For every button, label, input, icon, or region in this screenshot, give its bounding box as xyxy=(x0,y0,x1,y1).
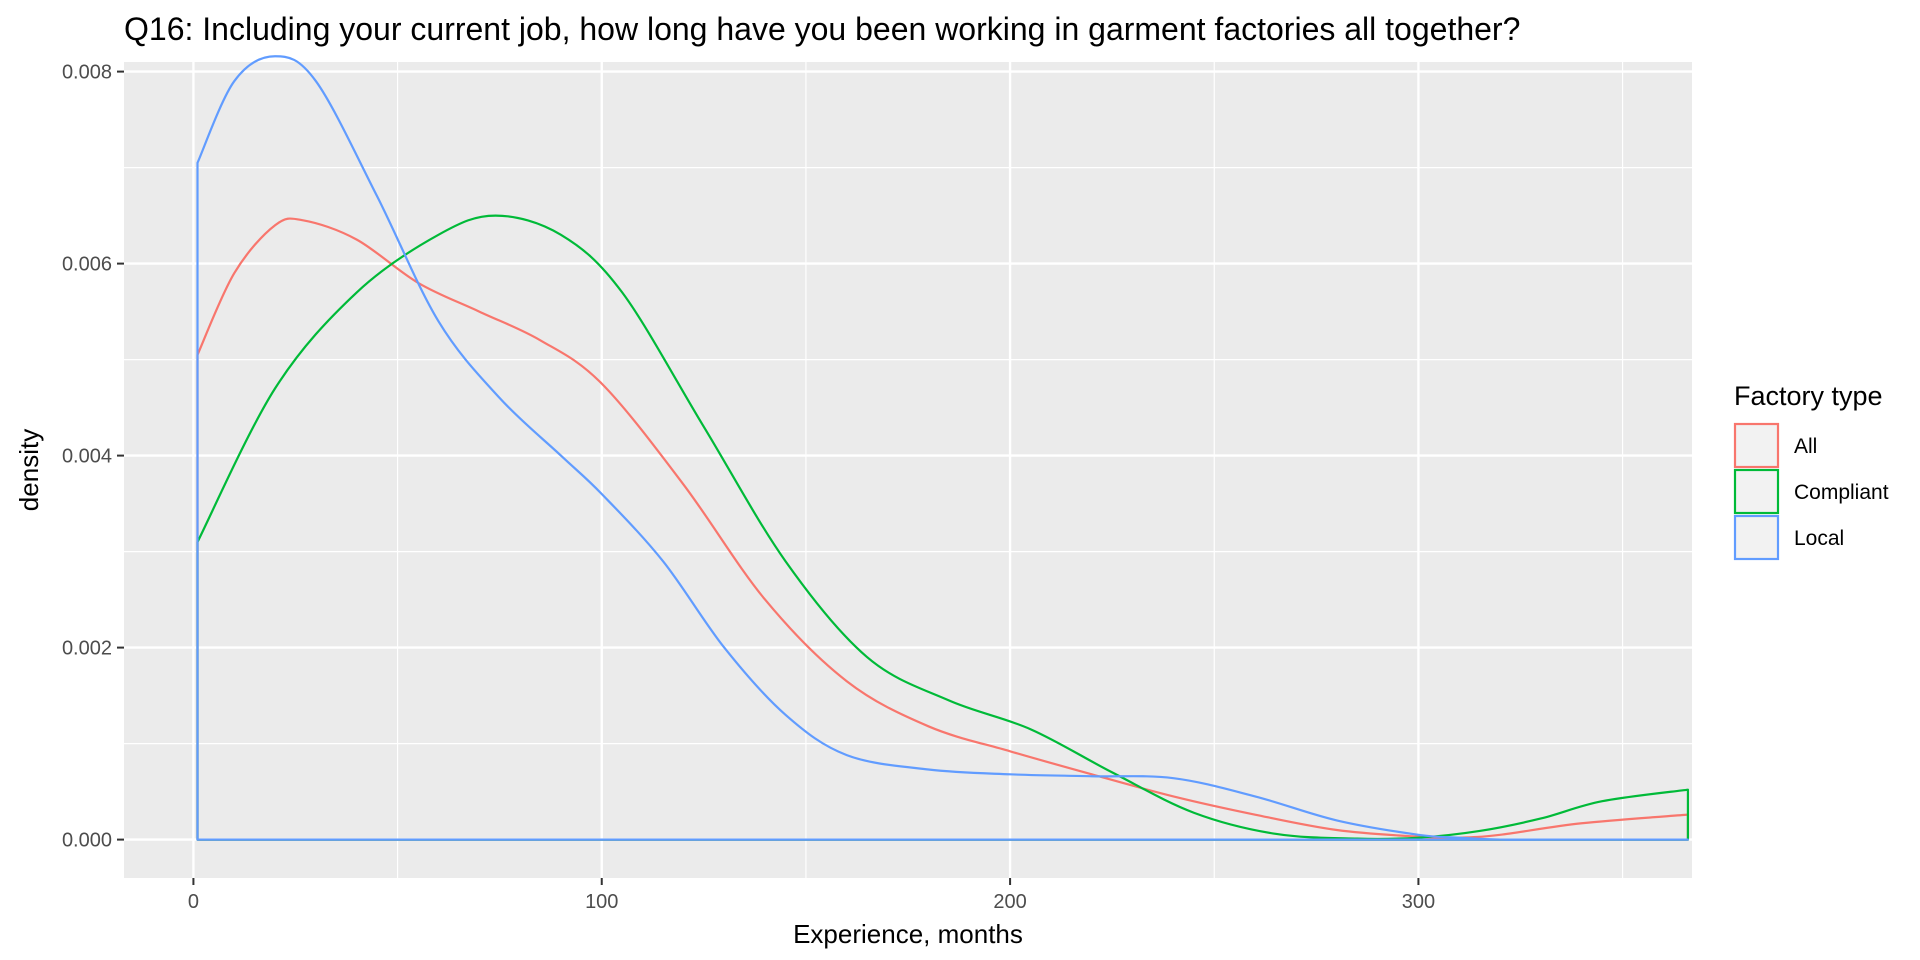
y-tick-label: 0.008 xyxy=(62,62,112,84)
y-tick-label: 0.006 xyxy=(62,254,112,276)
legend-label-all: All xyxy=(1794,435,1817,458)
density-lines xyxy=(196,55,1690,841)
x-tick-label: 0 xyxy=(188,891,199,913)
series-line-local xyxy=(196,55,1690,841)
x-tick-label: 300 xyxy=(1402,891,1435,913)
legend-key-compliant xyxy=(1733,468,1780,515)
y-axis-title: density xyxy=(14,429,44,511)
plot-panel xyxy=(124,62,1692,878)
legend-key-local xyxy=(1733,514,1780,561)
x-axis-ticks: 0 100 200 300 xyxy=(188,878,1435,913)
legend-label-compliant: Compliant xyxy=(1794,481,1889,504)
y-axis-ticks: 0.000 0.002 0.004 0.006 0.008 xyxy=(62,62,124,852)
y-tick-label: 0.002 xyxy=(62,638,112,660)
legend-items: All Compliant Local xyxy=(1733,422,1889,561)
y-tick-label: 0.000 xyxy=(62,830,112,852)
x-tick-label: 100 xyxy=(585,891,618,913)
legend-title: Factory type xyxy=(1734,381,1883,411)
legend-key-all xyxy=(1733,422,1780,469)
chart-title: Q16: Including your current job, how lon… xyxy=(124,11,1520,47)
legend-label-local: Local xyxy=(1794,527,1844,550)
x-tick-label: 200 xyxy=(993,891,1026,913)
legend: Factory type All Compliant Local xyxy=(1733,381,1889,561)
x-axis-title: Experience, months xyxy=(793,919,1023,949)
y-tick-label: 0.004 xyxy=(62,446,112,468)
minor-gridlines xyxy=(124,62,1692,878)
